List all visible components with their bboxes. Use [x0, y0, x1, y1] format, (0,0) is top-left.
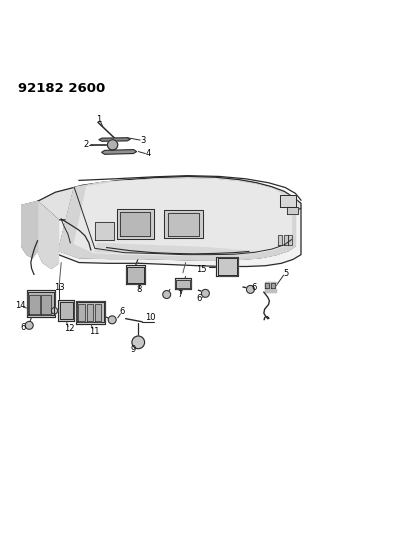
Text: 6: 6 [20, 323, 26, 332]
Polygon shape [29, 295, 40, 314]
Polygon shape [284, 235, 288, 245]
Polygon shape [76, 301, 105, 324]
Polygon shape [271, 282, 275, 288]
Circle shape [163, 290, 171, 298]
Polygon shape [126, 265, 145, 284]
Polygon shape [77, 302, 104, 322]
Circle shape [25, 321, 33, 329]
Polygon shape [58, 301, 74, 321]
Polygon shape [176, 279, 190, 288]
Polygon shape [74, 179, 292, 255]
Polygon shape [27, 290, 55, 317]
Text: 15: 15 [196, 265, 207, 274]
Circle shape [108, 316, 116, 324]
Text: 4: 4 [145, 149, 151, 158]
Polygon shape [120, 212, 150, 237]
Polygon shape [60, 302, 73, 319]
Polygon shape [280, 196, 296, 207]
Polygon shape [175, 278, 191, 289]
Circle shape [201, 289, 209, 297]
Polygon shape [22, 201, 38, 258]
Text: 9: 9 [131, 345, 136, 354]
Text: 13: 13 [54, 282, 64, 292]
Polygon shape [278, 235, 282, 245]
Polygon shape [87, 304, 93, 321]
Polygon shape [58, 180, 295, 260]
Polygon shape [164, 211, 203, 238]
Text: 1: 1 [96, 115, 102, 124]
Polygon shape [95, 244, 257, 258]
Polygon shape [102, 150, 137, 155]
Text: 3: 3 [140, 135, 146, 144]
Text: 92182 2600: 92182 2600 [18, 82, 105, 95]
Polygon shape [127, 267, 144, 282]
Polygon shape [117, 209, 154, 239]
Text: 7: 7 [177, 290, 183, 300]
Polygon shape [28, 292, 54, 316]
Text: 10: 10 [145, 313, 155, 322]
Text: 6: 6 [197, 294, 202, 303]
Text: 14: 14 [15, 302, 26, 311]
Polygon shape [78, 304, 85, 321]
Polygon shape [265, 282, 269, 288]
Polygon shape [216, 256, 238, 277]
Circle shape [246, 286, 254, 293]
Polygon shape [41, 295, 51, 314]
Text: 5: 5 [284, 269, 289, 278]
Circle shape [51, 308, 58, 314]
Text: 6: 6 [251, 282, 256, 292]
Polygon shape [265, 281, 276, 292]
Polygon shape [95, 222, 114, 240]
Text: 8: 8 [136, 285, 142, 294]
Text: 6: 6 [119, 308, 124, 317]
Circle shape [107, 140, 118, 150]
Text: 2: 2 [83, 140, 89, 149]
Polygon shape [38, 201, 301, 266]
Polygon shape [288, 235, 292, 245]
Circle shape [132, 336, 145, 349]
Polygon shape [168, 213, 199, 236]
Polygon shape [218, 258, 237, 275]
Text: 11: 11 [89, 327, 99, 336]
Polygon shape [38, 201, 58, 269]
Text: 12: 12 [64, 325, 74, 334]
Polygon shape [38, 176, 301, 220]
Polygon shape [287, 207, 298, 214]
Polygon shape [99, 138, 130, 141]
Polygon shape [95, 304, 101, 321]
